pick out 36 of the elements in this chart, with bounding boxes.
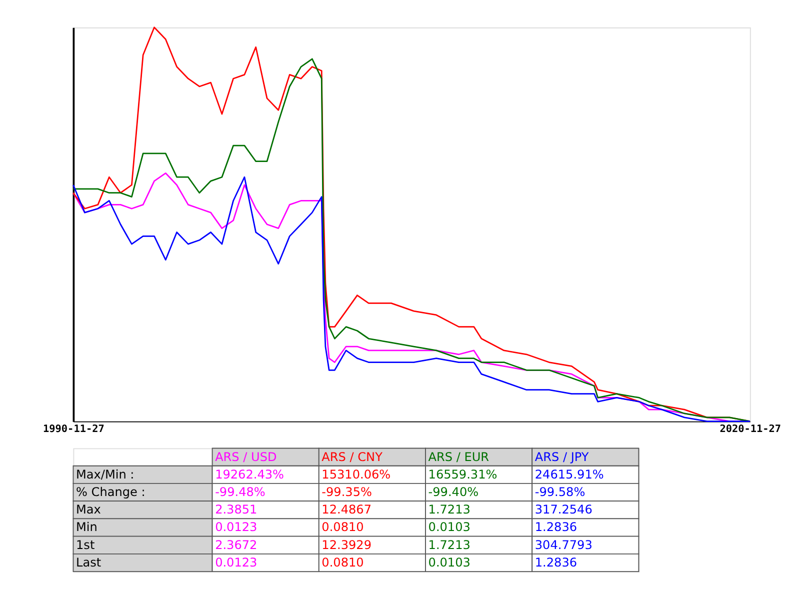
text: 1st (76, 538, 95, 552)
text: Last (76, 555, 102, 570)
text: 1.2836 (534, 555, 578, 570)
text: 19262.43% (215, 467, 284, 482)
text: ARS / JPY (534, 450, 590, 464)
text: 0.0103 (428, 555, 470, 570)
text: 0.0103 (428, 520, 470, 534)
text: 16559.31% (428, 467, 498, 482)
x-tick-label: 2020-11-27 (720, 424, 782, 436)
text: ARS / USD (215, 450, 277, 464)
text: 0.0810 (322, 520, 364, 534)
text: 317.2546 (534, 502, 592, 517)
text: % Change : (76, 484, 146, 499)
text: 1.7213 (428, 502, 470, 517)
text: 2.3851 (215, 502, 258, 517)
text: 12.4867 (322, 502, 372, 517)
text: 15310.06% (322, 467, 391, 482)
text: Max (76, 502, 101, 517)
text: 0.0123 (215, 555, 258, 570)
text: ARS / EUR (428, 450, 490, 464)
text: 0.0810 (322, 555, 364, 570)
text: 1.7213 (428, 538, 470, 552)
text: -99.48% (215, 484, 266, 499)
text: 2.3672 (215, 538, 258, 552)
text: 24615.91% (534, 467, 604, 482)
text: Max/Min : (76, 467, 134, 482)
text: -99.58% (534, 484, 586, 499)
text: Min (76, 520, 98, 534)
text: -99.40% (428, 484, 479, 499)
text: 12.3929 (322, 538, 372, 552)
text: 304.7793 (534, 538, 592, 552)
text: -99.35% (322, 484, 372, 499)
text: 0.0123 (215, 520, 258, 534)
text: ARS / CNY (322, 450, 384, 464)
x-tick-label: 1990-11-27 (43, 424, 104, 436)
text: 1.2836 (534, 520, 578, 534)
